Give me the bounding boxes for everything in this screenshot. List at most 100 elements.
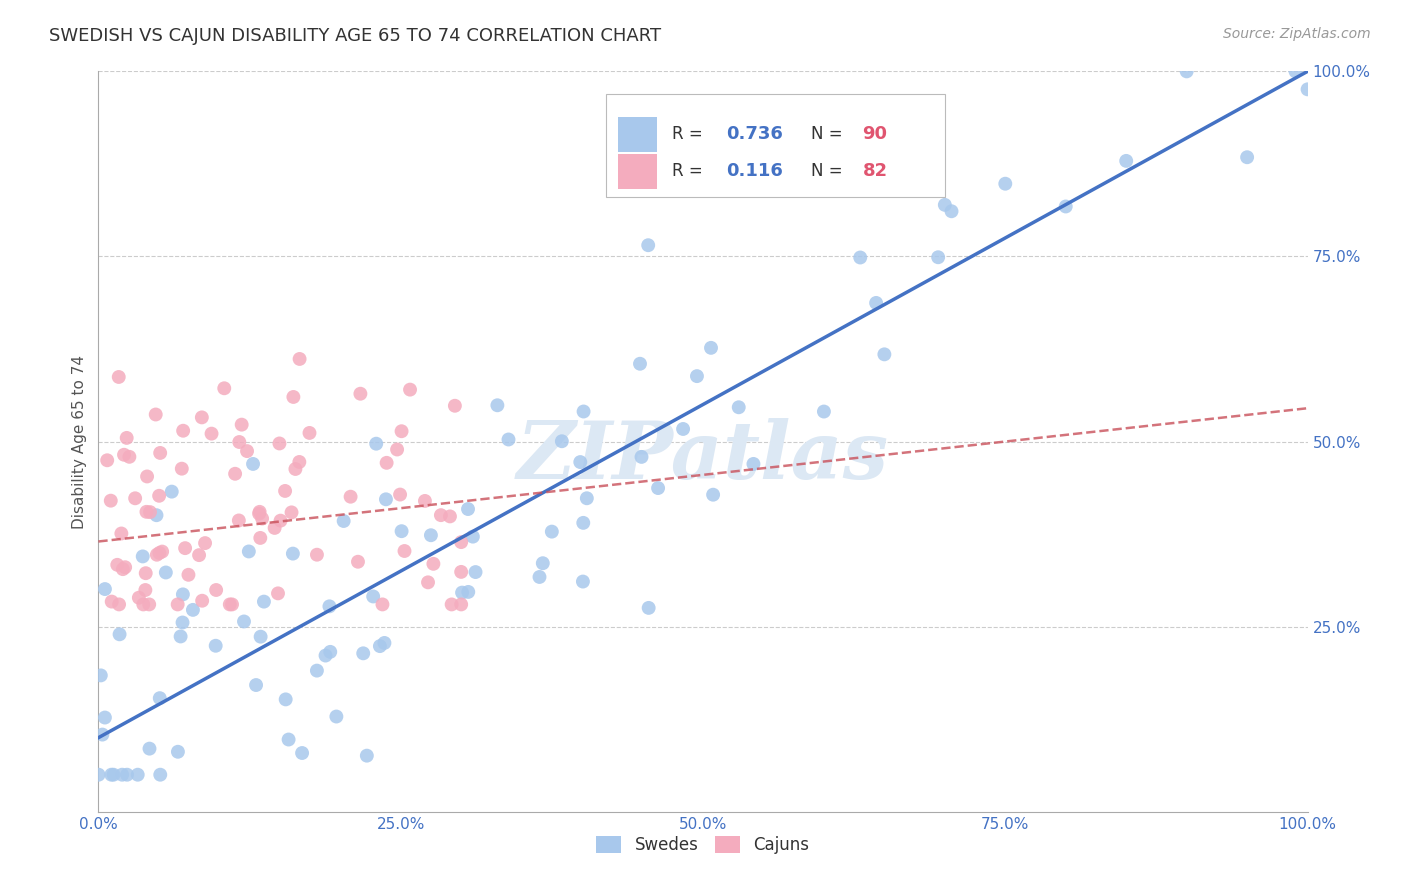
Point (218, 598, 240, 612)
Point (399, 383, 422, 397)
Point (325, 709, 347, 723)
Point (361, 590, 384, 604)
Point (247, 507, 270, 521)
Point (927, 250, 949, 264)
Point (366, 436, 388, 450)
Point (529, 570, 551, 584)
Point (231, 417, 253, 432)
Point (87, 767, 110, 781)
Point (1284, 64, 1306, 78)
Point (305, 664, 328, 678)
Point (280, 505, 302, 519)
Point (249, 505, 271, 519)
Point (224, 467, 246, 481)
Text: 82: 82 (863, 162, 887, 180)
Point (572, 516, 595, 530)
Point (727, 401, 749, 415)
Point (148, 489, 170, 503)
Point (274, 692, 297, 706)
Point (149, 691, 172, 706)
Point (191, 593, 214, 607)
Point (288, 351, 311, 366)
Point (439, 509, 461, 524)
Point (637, 601, 659, 615)
Point (349, 386, 371, 401)
Point (385, 442, 408, 457)
Point (167, 745, 190, 759)
Text: R =: R = (672, 125, 707, 144)
Point (90, 668, 112, 682)
Point (1236, 150, 1258, 164)
Point (298, 425, 321, 440)
Point (319, 645, 342, 659)
Point (249, 531, 271, 545)
Y-axis label: Disability Age 65 to 74: Disability Age 65 to 74 (72, 354, 87, 529)
Point (267, 586, 290, 600)
Point (170, 461, 193, 475)
Point (457, 502, 479, 516)
Point (200, 426, 222, 441)
Point (128, 591, 150, 605)
Point (702, 488, 724, 502)
Point (994, 177, 1017, 191)
Point (416, 575, 439, 590)
Point (263, 521, 285, 535)
Point (103, 767, 125, 781)
Point (461, 530, 484, 544)
Point (253, 594, 276, 608)
Point (551, 434, 574, 449)
Point (124, 491, 146, 506)
Point (233, 615, 256, 629)
Point (160, 484, 183, 499)
Point (212, 381, 235, 395)
Point (118, 450, 141, 464)
Text: SWEDISH VS CAJUN DISABILITY AGE 65 TO 74 CORRELATION CHART: SWEDISH VS CAJUN DISABILITY AGE 65 TO 74… (49, 27, 661, 45)
Point (368, 639, 391, 653)
Point (205, 582, 228, 597)
Point (242, 457, 264, 471)
Point (873, 347, 896, 361)
Point (283, 390, 305, 404)
Point (498, 433, 520, 447)
Point (100, 594, 122, 608)
Point (440, 598, 463, 612)
Point (941, 204, 963, 219)
Point (174, 541, 197, 556)
Point (139, 505, 162, 519)
Point (450, 535, 472, 549)
Point (391, 424, 413, 438)
Point (149, 767, 172, 781)
Point (575, 491, 598, 506)
Point (451, 585, 474, 599)
Point (100, 493, 122, 508)
Point (145, 508, 167, 523)
Point (373, 636, 395, 650)
Point (274, 483, 297, 498)
Text: 0.116: 0.116 (725, 162, 783, 180)
Point (356, 748, 378, 763)
Point (444, 399, 467, 413)
Point (149, 446, 172, 460)
Point (457, 585, 479, 599)
Point (430, 508, 453, 523)
Text: 0.736: 0.736 (725, 125, 783, 144)
Point (94, 582, 117, 596)
Point (391, 524, 413, 538)
Point (281, 547, 304, 561)
Point (181, 603, 204, 617)
Point (204, 639, 226, 653)
FancyBboxPatch shape (619, 153, 657, 189)
Point (188, 548, 211, 562)
Point (413, 494, 436, 508)
Point (419, 528, 441, 542)
Point (318, 599, 340, 614)
Point (1296, 82, 1319, 96)
Point (849, 251, 872, 265)
Point (115, 431, 138, 445)
Point (108, 598, 131, 612)
Point (146, 548, 169, 562)
Text: 90: 90 (863, 125, 887, 144)
Point (464, 565, 486, 579)
Point (486, 398, 509, 412)
Point (155, 566, 177, 580)
